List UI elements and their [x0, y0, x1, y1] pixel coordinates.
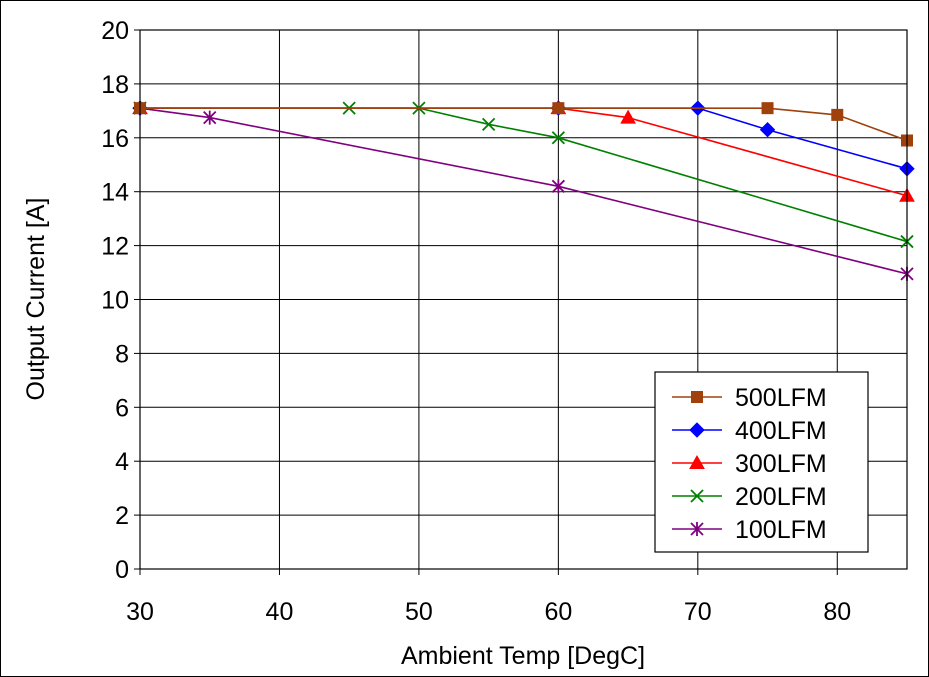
legend-label: 400LFM [735, 417, 827, 445]
y-tick-label: 16 [101, 125, 129, 153]
data-point [203, 110, 217, 125]
data-point [552, 102, 565, 115]
x-tick-label: 40 [266, 598, 294, 626]
data-point [481, 117, 496, 131]
legend-item-200LFM: 200LFM [672, 483, 827, 511]
legend-label: 100LFM [735, 516, 827, 544]
y-tick-label: 4 [115, 448, 129, 476]
y-tick-label: 12 [101, 233, 129, 261]
legend-label: 500LFM [735, 384, 827, 412]
y-tick-label: 2 [115, 502, 129, 530]
y-tick-label: 8 [115, 340, 129, 368]
x-tick-label: 80 [823, 598, 851, 626]
x-tick-label: 70 [684, 598, 712, 626]
legend-marker [690, 522, 704, 536]
legend-item-400LFM: 400LFM [672, 417, 827, 445]
data-point [551, 131, 566, 145]
x-tick-label: 60 [544, 598, 572, 626]
legend-label: 300LFM [735, 450, 827, 478]
legend-box [654, 371, 869, 553]
y-tick-labels: 0 2 4 6 8 10 12 14 16 18 20 [101, 17, 129, 584]
y-tick-label: 18 [101, 71, 129, 99]
legend: 500LFM 400LFM 300LFM 200LFM 100LFM [654, 371, 869, 553]
legend-marker [689, 422, 705, 438]
legend-label: 200LFM [735, 483, 827, 511]
legend-marker [691, 391, 703, 403]
data-point [831, 108, 844, 121]
data-point [551, 179, 566, 194]
data-point [620, 109, 636, 124]
y-tick-label: 20 [101, 17, 129, 45]
y-tick-label: 14 [101, 179, 129, 207]
series-line [139, 107, 908, 275]
plot-border [139, 29, 908, 570]
y-axis-title: Output Current [A] [22, 198, 50, 401]
data-point [761, 102, 774, 115]
y-tick-label: 0 [115, 556, 129, 584]
legend-item-100LFM: 100LFM [672, 516, 827, 544]
legend-item-500LFM: 500LFM [672, 384, 827, 412]
data-point [759, 122, 776, 138]
x-axis-title: Ambient Temp [DegC] [401, 642, 645, 670]
x-tick-label: 30 [126, 598, 154, 626]
y-tick-label: 10 [101, 287, 129, 315]
legend-marker [690, 489, 704, 503]
legend-marker [689, 454, 705, 469]
y-tick-label: 6 [115, 394, 129, 422]
x-tick-label: 50 [405, 598, 433, 626]
legend-item-300LFM: 300LFM [672, 450, 827, 478]
x-tick-labels: 30 40 50 60 70 80 [126, 598, 851, 626]
